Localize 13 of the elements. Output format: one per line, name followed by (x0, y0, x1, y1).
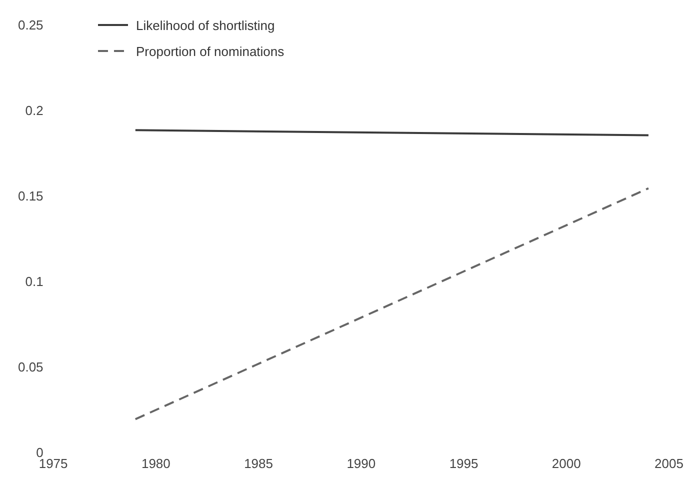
y-tick-label: 0.1 (25, 274, 44, 289)
legend-label: Likelihood of shortlisting (136, 18, 275, 32)
x-tick-label: 1995 (449, 456, 478, 471)
x-tick-label: 1980 (141, 456, 170, 471)
y-tick-label: 0.15 (18, 188, 44, 204)
legend-label: Proportion of nominations (136, 44, 284, 58)
y-tick-label: 0.2 (25, 102, 44, 118)
y-tick-label: 0.05 (18, 359, 44, 374)
x-tick-label: 2005 (654, 456, 684, 471)
x-tick-label: 1990 (346, 456, 376, 471)
y-tick-label: 0.25 (18, 17, 44, 32)
x-tick-label: 2000 (552, 456, 581, 471)
x-tick-label: 1985 (244, 456, 273, 471)
